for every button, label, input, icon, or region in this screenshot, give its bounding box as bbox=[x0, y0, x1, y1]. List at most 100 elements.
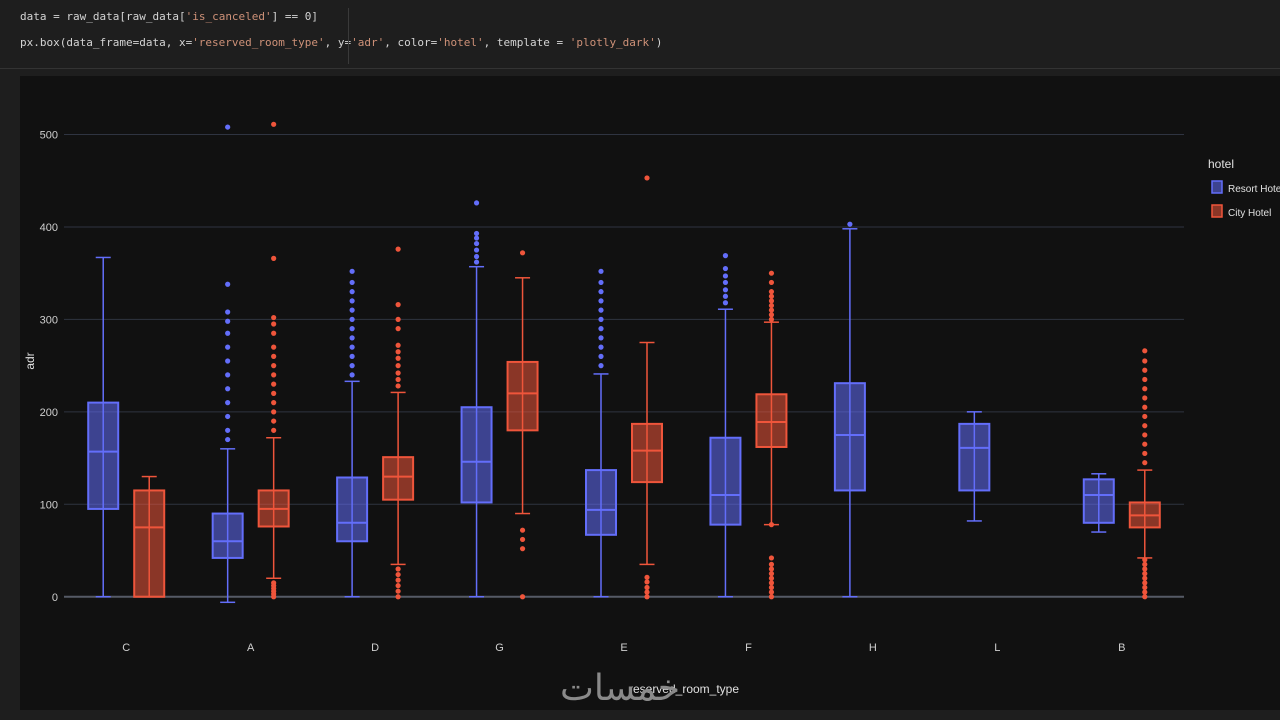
outlier-point bbox=[349, 326, 355, 332]
outlier-point bbox=[1142, 441, 1148, 447]
outlier-point bbox=[644, 175, 650, 181]
outlier-point bbox=[768, 571, 775, 577]
code-text: ) bbox=[655, 36, 663, 49]
outlier-point bbox=[519, 527, 526, 533]
outlier-point bbox=[598, 316, 604, 322]
box bbox=[211, 512, 244, 559]
outlier-point bbox=[598, 298, 604, 304]
outlier-point bbox=[271, 381, 277, 387]
outlier-point bbox=[768, 575, 775, 581]
y-tick-label: 200 bbox=[40, 407, 58, 419]
box bbox=[631, 422, 663, 484]
outlier-point bbox=[598, 307, 604, 313]
code-text: , template = bbox=[483, 36, 570, 49]
outlier-point bbox=[225, 400, 231, 406]
outlier-point bbox=[395, 316, 401, 322]
outlier-point bbox=[598, 326, 604, 332]
outlier-point bbox=[349, 344, 355, 350]
y-axis-title: adr bbox=[23, 352, 37, 369]
outlier-point bbox=[349, 372, 355, 378]
legend-item: City Hotel bbox=[1228, 208, 1271, 219]
outlier-point bbox=[768, 302, 775, 309]
outlier-point bbox=[1142, 561, 1148, 567]
x-tick-label: F bbox=[745, 642, 752, 654]
outlier-point bbox=[1142, 432, 1148, 438]
legend-item: Resort Hotel bbox=[1228, 184, 1280, 195]
outlier-point bbox=[271, 390, 277, 396]
box bbox=[1082, 478, 1115, 524]
outlier-point bbox=[271, 255, 277, 261]
outlier-point bbox=[271, 409, 277, 415]
outlier-point bbox=[473, 230, 480, 237]
outlier-point bbox=[644, 579, 650, 585]
box bbox=[958, 422, 991, 492]
outlier-point bbox=[519, 594, 526, 600]
outlier-point bbox=[644, 594, 650, 600]
y-tick-label: 400 bbox=[40, 222, 58, 234]
watermark-logo: خمسات bbox=[560, 668, 681, 709]
outlier-point bbox=[271, 321, 277, 327]
outlier-point bbox=[395, 588, 401, 594]
outlier-point bbox=[349, 363, 355, 369]
outlier-point bbox=[519, 250, 526, 256]
box bbox=[709, 436, 742, 526]
outlier-point bbox=[395, 566, 401, 572]
outlier-point bbox=[722, 273, 729, 279]
outlier-point bbox=[225, 413, 231, 420]
x-tick-label: L bbox=[994, 642, 1000, 654]
outlier-point bbox=[225, 124, 231, 130]
outlier-point bbox=[225, 427, 231, 433]
outlier-point bbox=[1142, 589, 1148, 595]
x-tick-label: D bbox=[371, 642, 379, 654]
outlier-point bbox=[271, 400, 277, 406]
outlier-point bbox=[271, 418, 277, 424]
outlier-point bbox=[768, 594, 775, 600]
legend-title: hotel bbox=[1208, 157, 1234, 171]
x-tick-label: H bbox=[869, 642, 877, 654]
outlier-point bbox=[598, 344, 604, 350]
outlier-point bbox=[349, 335, 355, 341]
code-string: 'plotly_dark' bbox=[569, 36, 656, 49]
outlier-point bbox=[722, 279, 729, 286]
outlier-point bbox=[1142, 413, 1148, 420]
outlier-point bbox=[395, 583, 401, 589]
legend-swatch bbox=[1211, 180, 1223, 194]
outlier-point bbox=[395, 376, 401, 383]
outlier-point bbox=[225, 281, 231, 287]
outlier-point bbox=[722, 287, 729, 293]
outlier-point bbox=[473, 235, 480, 241]
outlier-point bbox=[395, 363, 401, 369]
outlier-point bbox=[722, 253, 729, 259]
code-cell[interactable]: data = raw_data[raw_data['is_canceled'] … bbox=[0, 0, 1280, 69]
x-tick-label: B bbox=[1118, 642, 1125, 654]
outlier-point bbox=[768, 312, 775, 318]
outlier-point bbox=[598, 363, 604, 369]
outlier-point bbox=[349, 353, 355, 359]
outlier-point bbox=[1142, 460, 1148, 466]
outlier-point bbox=[271, 314, 277, 321]
outlier-point bbox=[271, 121, 277, 127]
outlier-point bbox=[349, 279, 355, 286]
outlier-point bbox=[768, 316, 775, 322]
outlier-point bbox=[271, 330, 277, 336]
box-plot-chart[interactable]: 0 100 200 300 400 500 C A D G E F H L Breserved_room_t… bbox=[20, 76, 1280, 710]
outlier-point bbox=[598, 335, 604, 341]
outlier-point bbox=[1142, 348, 1148, 354]
outlier-point bbox=[225, 344, 231, 350]
outlier-point bbox=[349, 298, 355, 304]
code-text: data = raw_data[raw_data[ bbox=[20, 10, 186, 23]
outlier-point bbox=[1142, 571, 1148, 577]
outlier-point bbox=[395, 594, 401, 600]
outlier-point bbox=[395, 246, 401, 252]
outlier-point bbox=[225, 386, 231, 392]
code-text: , color= bbox=[384, 36, 438, 49]
outlier-point bbox=[271, 427, 277, 433]
code-line-1: data = raw_data[raw_data['is_canceled'] … bbox=[20, 10, 318, 23]
outlier-point bbox=[473, 259, 480, 265]
outlier-point bbox=[473, 253, 480, 260]
box bbox=[755, 393, 788, 448]
outlier-point bbox=[644, 589, 650, 595]
outlier-point bbox=[395, 326, 401, 332]
x-tick-label: G bbox=[495, 642, 504, 654]
